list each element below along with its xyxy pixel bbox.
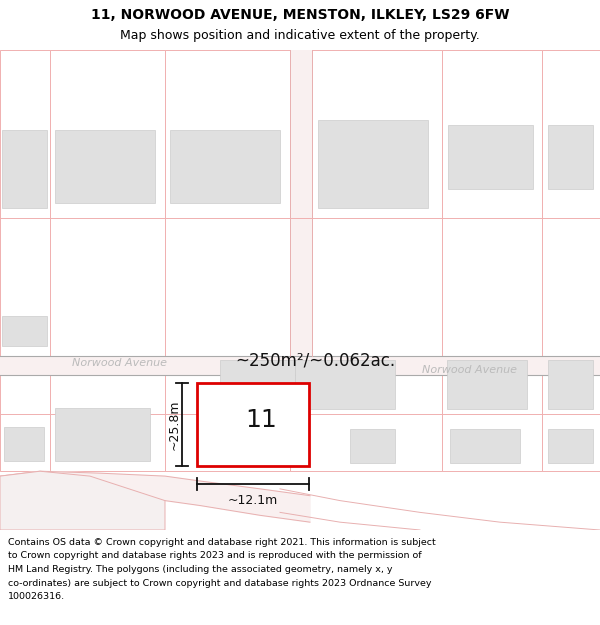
Bar xyxy=(447,360,527,409)
Bar xyxy=(55,408,150,461)
Bar xyxy=(197,383,309,466)
Bar xyxy=(4,427,44,461)
Bar xyxy=(442,50,542,356)
Text: Map shows position and indicative extent of the property.: Map shows position and indicative extent… xyxy=(120,29,480,41)
Polygon shape xyxy=(0,471,310,522)
Bar xyxy=(2,316,47,346)
Bar xyxy=(295,360,395,409)
Bar xyxy=(548,125,593,189)
Text: HM Land Registry. The polygons (including the associated geometry, namely x, y: HM Land Registry. The polygons (includin… xyxy=(8,565,392,574)
Text: ~25.8m: ~25.8m xyxy=(167,399,181,450)
Text: to Crown copyright and database rights 2023 and is reproduced with the permissio: to Crown copyright and database rights 2… xyxy=(8,551,422,561)
Text: Contains OS data © Crown copyright and database right 2021. This information is : Contains OS data © Crown copyright and d… xyxy=(8,538,436,547)
Bar xyxy=(220,360,295,409)
Bar xyxy=(448,125,533,189)
Bar xyxy=(170,130,280,203)
Bar xyxy=(50,50,165,356)
Bar xyxy=(312,50,442,356)
Text: 11, NORWOOD AVENUE, MENSTON, ILKLEY, LS29 6FW: 11, NORWOOD AVENUE, MENSTON, ILKLEY, LS2… xyxy=(91,8,509,22)
Text: 100026316.: 100026316. xyxy=(8,592,65,601)
Text: Norwood Avenue: Norwood Avenue xyxy=(73,359,167,369)
Bar xyxy=(0,356,600,375)
Bar xyxy=(442,375,542,471)
Text: Norwood Avenue: Norwood Avenue xyxy=(422,366,517,376)
Bar xyxy=(222,426,277,463)
Bar xyxy=(450,429,520,463)
Text: ~12.1m: ~12.1m xyxy=(228,494,278,507)
Text: ~250m²/~0.062ac.: ~250m²/~0.062ac. xyxy=(235,351,395,369)
Bar xyxy=(542,375,600,471)
Bar xyxy=(165,375,290,471)
Bar xyxy=(2,130,47,208)
Bar xyxy=(55,130,155,203)
Bar xyxy=(0,375,50,471)
Bar xyxy=(318,120,428,208)
Bar xyxy=(350,429,395,463)
Text: 11: 11 xyxy=(245,408,277,432)
Bar xyxy=(548,360,593,409)
Bar xyxy=(290,375,442,471)
Polygon shape xyxy=(0,471,165,530)
Bar xyxy=(50,375,165,471)
Bar xyxy=(548,429,593,463)
Bar xyxy=(290,50,312,356)
Bar xyxy=(165,50,290,356)
Text: co-ordinates) are subject to Crown copyright and database rights 2023 Ordnance S: co-ordinates) are subject to Crown copyr… xyxy=(8,579,431,587)
Bar xyxy=(0,50,50,356)
Bar xyxy=(542,50,600,356)
